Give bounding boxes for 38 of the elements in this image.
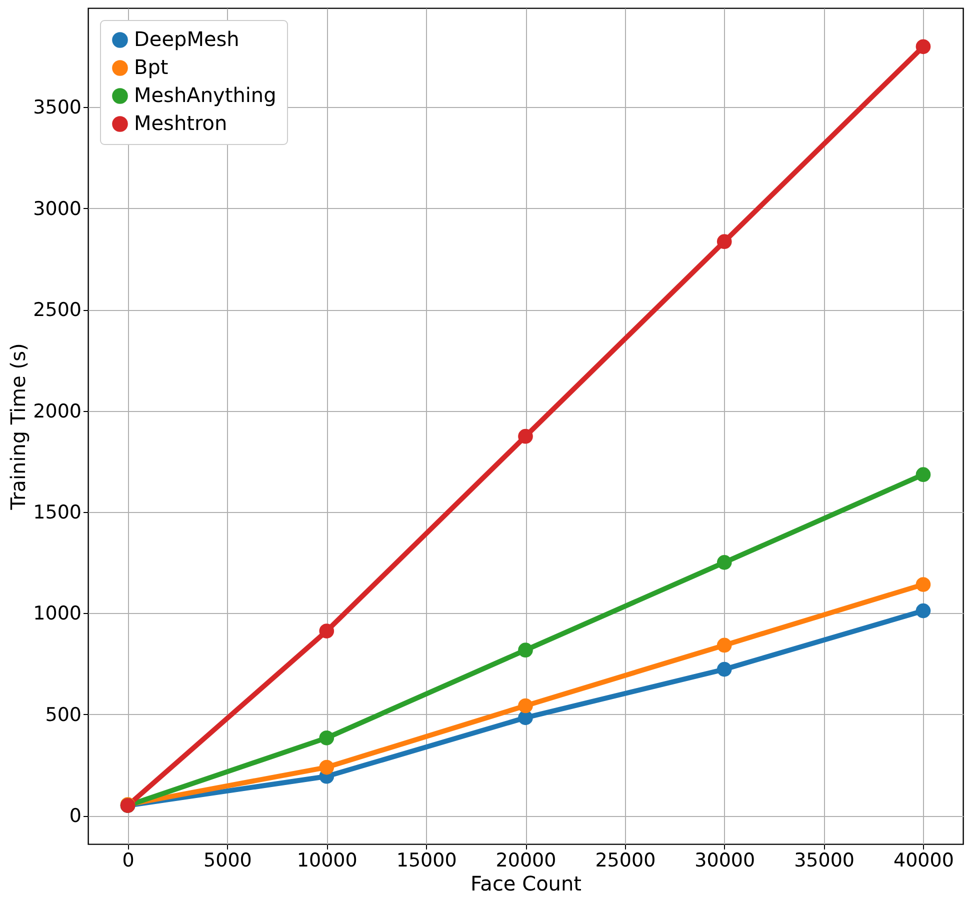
x-tick-label: 30000 [694,850,756,872]
y-tick-label: 1500 [33,502,82,524]
y-tick-label: 0 [69,805,82,828]
point [319,760,334,775]
x-tick-label: 15000 [396,850,457,872]
point [518,642,533,658]
point [916,603,931,618]
point [518,698,533,714]
point [319,624,334,638]
y-tick-label: 3000 [33,198,82,220]
x-tick-label: 40000 [894,850,954,872]
y-tick-label: 2000 [33,400,82,422]
point [916,577,931,592]
point [518,428,533,444]
point [518,710,533,726]
x-axis-title: Face Count [470,872,582,896]
y-tick-label: 1000 [33,602,82,625]
y-axis-title: Training Time (s) [6,343,30,511]
point [716,555,732,570]
point [319,730,334,746]
x-tick-label: 5000 [204,850,252,872]
legend-label: Meshtron [134,111,228,135]
point [716,662,732,677]
y-tick-label: 3500 [33,96,82,119]
y-tick-label: 500 [45,704,82,726]
x-tick-label: 25000 [595,850,656,872]
x-tick-label: 0 [122,850,134,872]
point [716,638,732,653]
x-tick-label: 10000 [296,850,358,872]
legend-label: DeepMesh [134,27,240,51]
point [916,467,931,482]
x-tick-label: 20000 [496,850,556,872]
y-tick-label: 2500 [33,299,82,322]
point [716,234,732,249]
x-tick-label: 35000 [794,850,855,872]
legend-label: Bpt [134,55,168,79]
legend-label: MeshAnything [134,83,276,107]
point [916,39,931,54]
